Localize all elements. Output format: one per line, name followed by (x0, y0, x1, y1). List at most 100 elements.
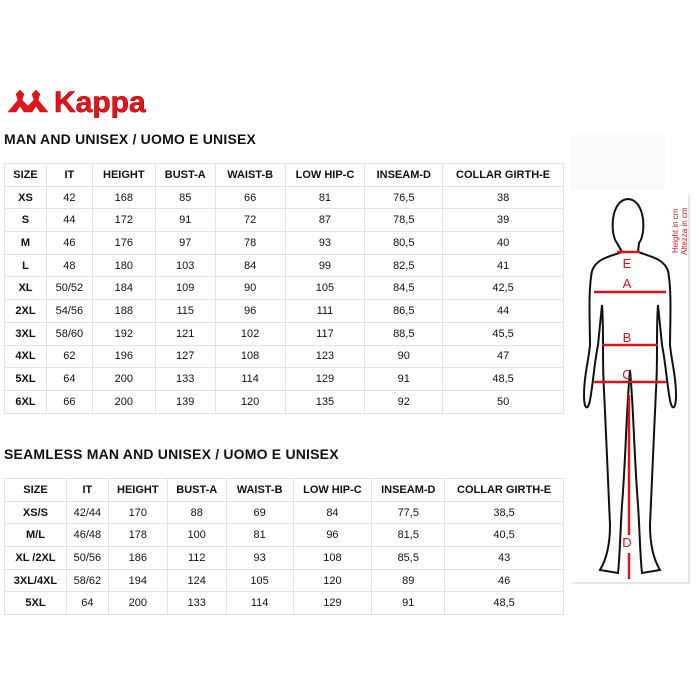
logo-text: Kappa (54, 86, 146, 118)
table-cell: 91 (154, 208, 216, 233)
height-label-it: Altezza in cm (680, 207, 689, 255)
column-header: HEIGHT (91, 163, 156, 187)
table-cell: 54/56 (45, 299, 93, 323)
table-cell: 139 (154, 389, 216, 414)
table-cell: 133 (154, 367, 216, 391)
table-cell: 81,5 (371, 523, 446, 548)
table-cell: 50/52 (45, 276, 93, 301)
table-cell: 96 (214, 299, 286, 323)
size-cell: 4XL (4, 344, 47, 369)
column-header: IT (65, 478, 109, 502)
table-cell: 48,5 (442, 367, 564, 391)
table-cell: 80,5 (364, 231, 444, 255)
column-header: SIZE (4, 478, 67, 502)
table-cell: 200 (91, 367, 156, 391)
table-cell: 186 (107, 546, 168, 570)
table-row: XS 42 168 85 66 81 76,5 38 (4, 185, 564, 210)
table-cell: 170 (107, 500, 168, 525)
table-cell: 50 (442, 389, 564, 414)
size-cell: XS (4, 185, 47, 210)
label-a: A (623, 276, 632, 291)
table-cell: 196 (91, 344, 156, 369)
table-cell: 88,5 (364, 321, 444, 346)
column-header: INSEAM-D (364, 163, 444, 187)
table-cell: 93 (284, 231, 366, 255)
table-cell: 93 (225, 546, 294, 570)
table-cell: 84 (292, 500, 373, 525)
table-cell: 58/62 (65, 568, 109, 593)
table-cell: 44 (45, 208, 93, 233)
table-cell: 115 (154, 299, 216, 323)
table-cell: 108 (292, 546, 373, 570)
table-cell: 42,5 (442, 276, 564, 301)
size-cell: XL (4, 276, 47, 301)
size-table-man-unisex: SIZE IT HEIGHT BUST-A WAIST-B LOW HIP-C INSEAM… (4, 163, 564, 414)
table-row: XL /2XL 50/56 186 112 93 108 85,5 43 (4, 546, 564, 570)
table-cell: 188 (91, 299, 156, 323)
table-cell: 66 (214, 185, 286, 210)
table2-title: SEAMLESS MAN AND UNISEX / UOMO E UNISEX (4, 446, 339, 462)
table-cell: 111 (284, 299, 366, 323)
size-table-seamless: SIZE IT HEIGHT BUST-A WAIST-B LOW HIP-C INSEAM… (4, 478, 564, 616)
table-cell: 77,5 (371, 500, 446, 525)
table-row: L 48 180 103 84 99 82,5 41 (4, 253, 564, 278)
table-cell: 45,5 (442, 321, 564, 346)
table-cell: 103 (154, 253, 216, 278)
height-label: Height in cm (671, 208, 680, 253)
table-row: S 44 172 91 72 87 78,5 39 (4, 208, 564, 233)
table-cell: 91 (364, 367, 444, 391)
table-cell: 44 (442, 299, 564, 323)
size-cell: 5XL (4, 367, 47, 391)
table-cell: 41 (442, 253, 564, 278)
column-header: COLLAR GIRTH-E (444, 478, 564, 502)
body-outline (582, 197, 678, 575)
table-cell: 180 (91, 253, 156, 278)
table-cell: 85,5 (371, 546, 446, 570)
table-row: 3XL 58/60 192 121 102 117 88,5 45,5 (4, 321, 564, 346)
table-cell: 135 (284, 389, 366, 414)
column-header: IT (45, 163, 93, 187)
table-cell: 86,5 (364, 299, 444, 323)
table-cell: 48,5 (444, 591, 564, 616)
table-cell: 42 (45, 185, 93, 210)
size-cell: 6XL (4, 389, 47, 414)
table-cell: 38 (442, 185, 564, 210)
table-cell: 90 (364, 344, 444, 369)
table-cell: 64 (65, 591, 109, 616)
table-cell: 120 (214, 389, 286, 414)
label-d: D (622, 535, 631, 550)
background-panel (570, 135, 665, 190)
table-cell: 172 (91, 208, 156, 233)
size-cell: L (4, 253, 47, 278)
header-row: SIZE IT HEIGHT BUST-A WAIST-B LOW HIP-C INSEAM… (4, 478, 564, 502)
table-cell: 123 (284, 344, 366, 369)
column-header: SIZE (4, 163, 47, 187)
size-cell: XS/S (4, 500, 67, 525)
table-cell: 133 (166, 591, 227, 616)
table-cell: 108 (214, 344, 286, 369)
table-cell: 62 (45, 344, 93, 369)
table-cell: 40,5 (444, 523, 564, 548)
table-cell: 114 (214, 367, 286, 391)
kappa-logo: Kappa (7, 86, 146, 118)
table-cell: 81 (225, 523, 294, 548)
table-cell: 84 (214, 253, 286, 278)
table-cell: 105 (225, 568, 294, 593)
table1-title: MAN AND UNISEX / UOMO E UNISEX (4, 131, 257, 147)
table-cell: 121 (154, 321, 216, 346)
table-cell: 129 (292, 591, 373, 616)
table-cell: 178 (107, 523, 168, 548)
table-cell: 72 (214, 208, 286, 233)
table-cell: 200 (91, 389, 156, 414)
label-b: B (623, 330, 632, 345)
size-cell: XL /2XL (4, 546, 67, 570)
table-cell: 38,5 (444, 500, 564, 525)
table-cell: 43 (444, 546, 564, 570)
size-cell: S (4, 208, 47, 233)
table-cell: 184 (91, 276, 156, 301)
table-cell: 88 (166, 500, 227, 525)
table-cell: 194 (107, 568, 168, 593)
label-c: C (622, 367, 631, 382)
table-cell: 42/44 (65, 500, 109, 525)
table-cell: 90 (214, 276, 286, 301)
